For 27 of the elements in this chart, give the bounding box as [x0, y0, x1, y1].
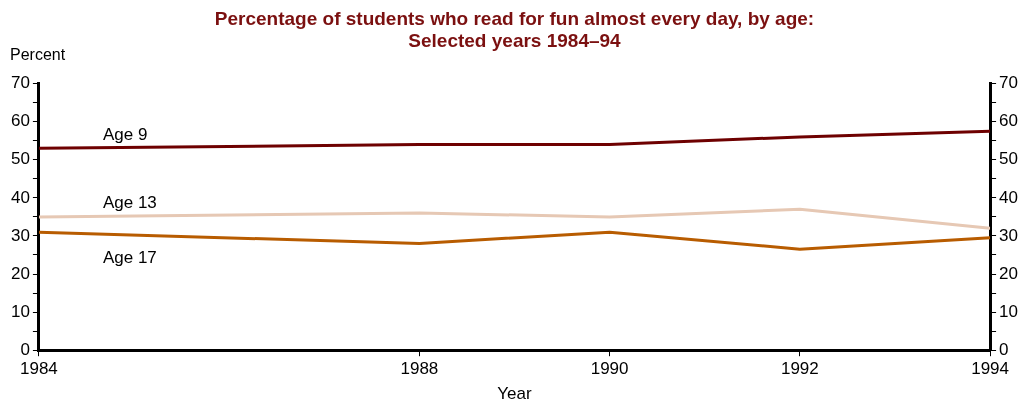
x-tick-label: 1984	[20, 359, 58, 379]
y2-tick-label: 40	[999, 187, 1019, 207]
y-tick-label: 20	[10, 263, 30, 283]
x-tick-label: 1990	[590, 359, 629, 379]
x-axis-title: Year	[497, 384, 533, 404]
y2-tick-label: 50	[999, 149, 1019, 169]
y2-tick-label: 60	[999, 111, 1019, 131]
y-tick-label: 50	[10, 149, 30, 169]
x-tick-label: 1988	[400, 359, 439, 379]
y2-tick-label: 20	[999, 263, 1019, 283]
series-label: Age 13	[102, 193, 157, 213]
series-label: Age 17	[102, 248, 157, 268]
y2-tick-label: 30	[999, 225, 1019, 245]
y-tick-label: 40	[10, 187, 30, 207]
y2-tick-label: 10	[999, 301, 1019, 321]
series-label: Age 9	[102, 124, 148, 144]
y-tick-label: 0	[20, 339, 30, 359]
x-tick-label: 1992	[780, 359, 819, 379]
y-axis-title: Percent	[10, 46, 66, 64]
y2-tick-label: 0	[999, 339, 1009, 359]
chart-title: Percentage of students who read for fun almost every day, by age: Selected years 1984–94	[214, 7, 815, 52]
y2-tick-label: 70	[999, 73, 1019, 93]
y-tick-label: 70	[10, 73, 30, 93]
x-tick-label: 1994	[971, 359, 1009, 379]
y-tick-label: 10	[10, 301, 30, 321]
y-tick-label: 60	[10, 111, 30, 131]
y-tick-label: 30	[10, 225, 30, 245]
